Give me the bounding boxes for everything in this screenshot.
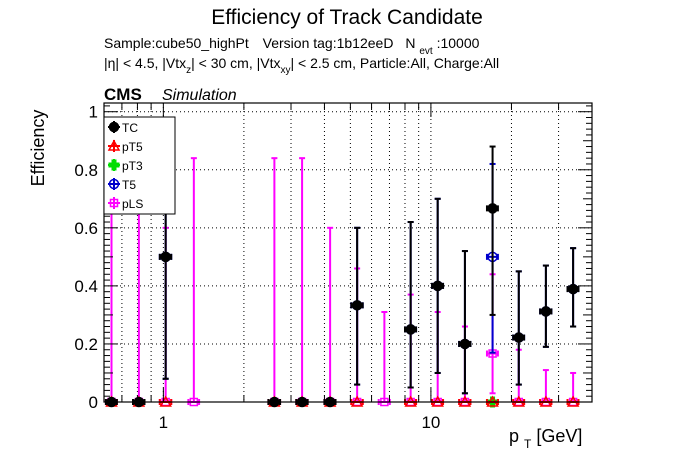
y-axis-label: Efficiency xyxy=(28,110,48,187)
subtitle-text: | < 30 cm, |Vtx xyxy=(191,55,280,71)
simulation-label: Simulation xyxy=(162,87,237,104)
nevt-label: N xyxy=(405,35,415,51)
x-axis-label-unit: [GeV] xyxy=(536,426,582,446)
legend-entry-pT3: pT3 xyxy=(108,159,143,173)
nevt-sub: evt xyxy=(419,46,433,57)
data-point xyxy=(432,280,443,292)
legend-entry-TC: TC xyxy=(108,121,138,135)
x-tick-label: 1 xyxy=(159,413,168,432)
x-tick-label: 10 xyxy=(421,413,440,432)
subtitle-subscript: z xyxy=(186,65,191,76)
y-tick-label: 0.8 xyxy=(74,161,98,180)
legend-marker xyxy=(108,121,120,133)
x-axis-label-main: p xyxy=(509,426,519,446)
grid xyxy=(103,103,592,402)
series-TC xyxy=(104,133,580,408)
chart-title: Efficiency of Track Candidate xyxy=(211,6,483,29)
y-tick-label: 0 xyxy=(89,393,98,412)
legend-entry-pT5: pT5 xyxy=(107,139,143,154)
legend-label: T5 xyxy=(122,178,136,192)
legend-marker xyxy=(108,159,120,171)
plot-frame xyxy=(103,102,593,403)
legend-label: TC xyxy=(122,121,138,135)
legend-marker xyxy=(108,178,120,190)
y-tick-label: 0.6 xyxy=(74,219,98,238)
data-point xyxy=(459,338,471,350)
legend-marker xyxy=(109,198,119,208)
legend-entry-T5: T5 xyxy=(108,178,136,192)
version-label: Version tag:1b12eeD xyxy=(263,35,394,51)
legend-entry-pLS: pLS xyxy=(108,197,143,211)
data-point xyxy=(405,324,416,335)
y-tick-label: 0.4 xyxy=(74,277,98,296)
data-point xyxy=(487,203,498,214)
series-pLS xyxy=(104,157,580,407)
series-layer xyxy=(104,133,580,408)
legend: TC pT5 pT3 T5 pLS xyxy=(103,116,176,215)
x-axis-label-sub: T xyxy=(524,437,532,451)
nevt-value: :10000 xyxy=(437,35,480,51)
cms-label: CMS xyxy=(104,85,142,104)
sample-label: Sample:cube50_highPt xyxy=(104,35,249,51)
x-axis-label: p T [GeV] xyxy=(509,426,582,452)
data-point xyxy=(351,300,363,311)
data-point xyxy=(567,283,579,295)
subtitle-line-1: Sample:cube50_highPt Version tag:1b12eeD… xyxy=(104,35,480,57)
series-T5 xyxy=(158,133,580,395)
y-tick-label: 1 xyxy=(89,103,98,122)
data-point xyxy=(513,332,525,343)
data-point xyxy=(160,251,171,263)
y-tick-label: 0.2 xyxy=(74,335,98,354)
subtitle-line-2: |η| < 4.5, |Vtxz| < 30 cm, |Vtxxy| < 2.5… xyxy=(104,55,499,76)
subtitle-text: | < 2.5 cm, Particle:All, Charge:All xyxy=(290,55,499,71)
data-point xyxy=(540,306,552,317)
subtitle-subscript: xy xyxy=(280,65,290,76)
subtitle-text: |η| < 4.5, |Vtx xyxy=(104,55,186,71)
legend-label: pLS xyxy=(122,197,143,211)
legend-label: pT5 xyxy=(122,140,143,154)
legend-label: pT3 xyxy=(122,159,143,173)
legend-marker xyxy=(107,139,121,151)
axes: 1 10 0 0.2 0.4 0.6 0.8 1 xyxy=(74,102,593,432)
